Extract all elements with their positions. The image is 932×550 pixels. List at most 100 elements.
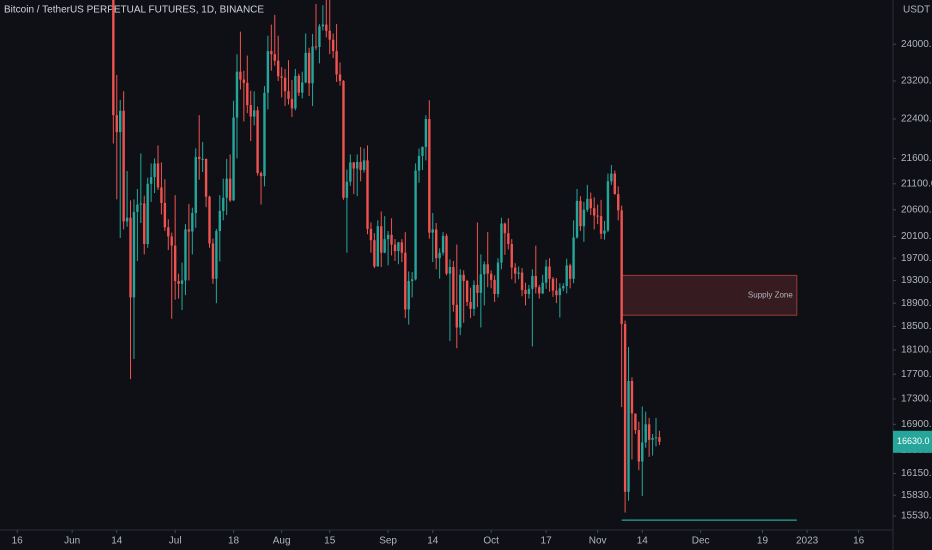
- zone: [621, 274, 798, 316]
- candle-body: [503, 223, 507, 234]
- candle-body: [225, 178, 228, 198]
- y-tick-label: 17700.0: [901, 369, 932, 380]
- candle-body: [404, 252, 407, 310]
- candle-body: [596, 215, 599, 217]
- y-tick-label: 16900.0: [901, 419, 932, 430]
- candle-body: [297, 75, 301, 93]
- candle-body: [242, 79, 246, 83]
- candle-body: [517, 272, 520, 274]
- chart-title: Bitcoin / TetherUS PERPETUAL FUTURES, 1D…: [4, 5, 264, 16]
- candle-body: [355, 161, 359, 169]
- candle-body: [239, 71, 242, 80]
- candle-body: [562, 286, 565, 289]
- candle-body: [565, 265, 568, 287]
- y-tick-label: 20600.0: [901, 204, 932, 215]
- candle-body: [551, 278, 555, 291]
- candle-body: [187, 229, 191, 232]
- candle-body: [208, 196, 211, 244]
- candle-body: [163, 202, 167, 228]
- candle-body: [393, 244, 397, 252]
- candle-body: [198, 156, 201, 159]
- candle-body: [386, 234, 390, 240]
- candle-body: [455, 304, 459, 328]
- y-unit: USDT: [903, 5, 930, 16]
- candle-body: [277, 60, 280, 77]
- candle-body: [572, 237, 575, 279]
- candle-body: [634, 413, 637, 431]
- candle-body: [352, 162, 355, 169]
- candle-body: [520, 272, 524, 291]
- x-tick-label: 14: [111, 536, 123, 547]
- candle-body: [445, 235, 448, 274]
- candle-body: [575, 200, 579, 238]
- candle-body: [177, 280, 180, 284]
- candle-body: [218, 210, 222, 232]
- candle-body: [582, 209, 586, 227]
- candle-body: [132, 211, 136, 298]
- candle-body: [222, 197, 225, 211]
- candle-body: [136, 204, 139, 212]
- candle-body: [290, 98, 294, 109]
- x-tick-label: 17: [541, 536, 553, 547]
- candle-body: [472, 284, 476, 309]
- candle-body: [153, 163, 156, 178]
- candle-body: [173, 245, 177, 281]
- candle-body: [527, 288, 531, 294]
- candle-body: [654, 437, 658, 439]
- y-tick-label: 19300.0: [901, 275, 932, 286]
- candle-body: [434, 229, 438, 259]
- candle-body: [380, 226, 383, 253]
- candle-body: [167, 227, 170, 237]
- candle-body: [524, 290, 527, 294]
- candle-body: [283, 77, 287, 92]
- candle-body: [658, 437, 661, 442]
- candle-body: [362, 160, 366, 171]
- candle-body: [325, 24, 328, 31]
- candle-body: [417, 155, 421, 171]
- candle-body: [335, 51, 338, 75]
- candle-body: [544, 266, 548, 283]
- candle-body: [462, 274, 465, 281]
- candle-body: [510, 243, 513, 268]
- candle-body: [410, 279, 414, 281]
- candle-body: [304, 52, 307, 83]
- candle-body: [555, 290, 558, 296]
- candle-body: [428, 119, 431, 233]
- candle-body: [383, 239, 386, 253]
- candle-body: [534, 275, 538, 288]
- candle-body: [376, 226, 380, 267]
- x-tick-label: Nov: [589, 536, 607, 547]
- candle-body: [115, 115, 118, 133]
- y-tick-label: 15530.0: [901, 511, 932, 522]
- y-tick-label: 24000.0: [901, 39, 932, 50]
- y-tick-label: 19700.0: [901, 253, 932, 264]
- candle-body: [651, 437, 654, 440]
- candle-body: [421, 146, 424, 156]
- candle-body: [538, 287, 541, 294]
- candle-body: [215, 231, 218, 279]
- candle-body: [452, 267, 455, 305]
- candle-body: [627, 380, 630, 492]
- y-tick-label: 23200.0: [901, 76, 932, 87]
- candle-body: [359, 161, 362, 171]
- candle-body: [641, 442, 644, 462]
- candle-body: [232, 117, 235, 201]
- candle-body: [345, 181, 349, 198]
- y-tick-label: 21100.0: [901, 178, 932, 189]
- candle-body: [459, 274, 462, 328]
- candle-body: [311, 46, 314, 84]
- candle-body: [431, 229, 434, 233]
- candle-body: [266, 51, 270, 93]
- candle-body: [465, 280, 469, 302]
- candle-body: [170, 236, 173, 246]
- candle-body: [606, 181, 610, 231]
- candle-body: [558, 288, 562, 296]
- candle-body: [143, 203, 146, 244]
- candle-body: [366, 160, 369, 229]
- candle-body: [507, 233, 510, 244]
- candle-body: [479, 274, 483, 293]
- candle-body: [160, 187, 163, 203]
- y-tick-label: 16150.0: [901, 468, 932, 479]
- candle-body: [180, 280, 184, 284]
